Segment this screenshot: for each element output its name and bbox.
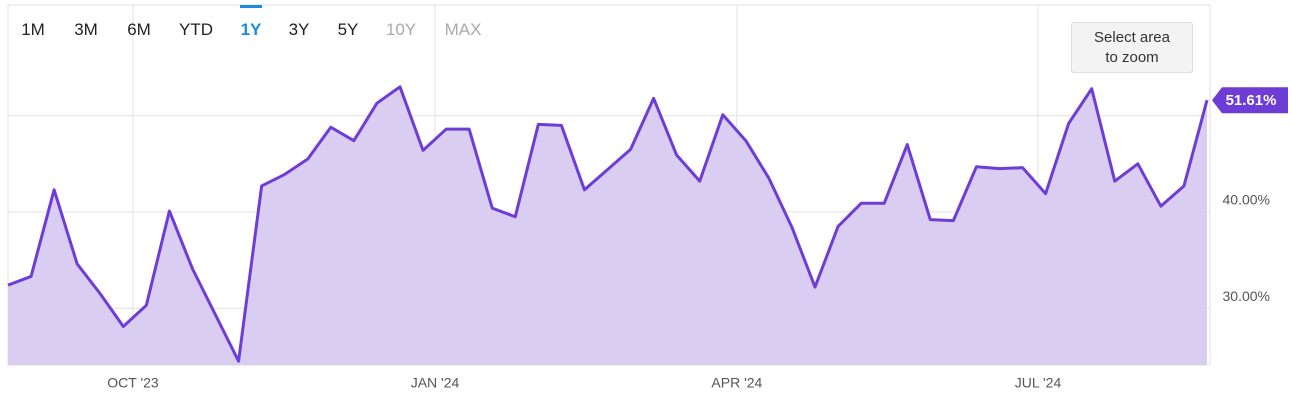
range-button[interactable]: MAX [444, 20, 482, 39]
range-button[interactable]: 3Y [288, 20, 310, 39]
range-button[interactable]: 3M [74, 20, 98, 39]
range-button[interactable]: 5Y [337, 20, 359, 39]
x-tick-label: JAN '24 [411, 375, 460, 391]
value-label: 51.61% [1226, 92, 1277, 109]
x-tick-label: JUL '24 [1015, 375, 1062, 391]
y-tick-label: 30.00% [1223, 288, 1270, 304]
zoom-button[interactable]: Select area to zoom [1071, 22, 1193, 73]
range-button[interactable]: YTD [179, 20, 213, 39]
x-tick-label: OCT '23 [107, 375, 159, 391]
x-tick-label: APR '24 [711, 375, 762, 391]
area [8, 86, 1207, 366]
range-button[interactable]: 6M [127, 20, 151, 39]
active-indicator [240, 5, 262, 8]
range-button[interactable]: 1Y [240, 20, 262, 39]
line [7, 85, 1209, 363]
range-button[interactable]: 1M [21, 20, 45, 39]
range-button[interactable]: 10Y [385, 20, 417, 39]
y-tick-label: 40.00% [1223, 192, 1270, 208]
value-badge [1212, 87, 1288, 114]
